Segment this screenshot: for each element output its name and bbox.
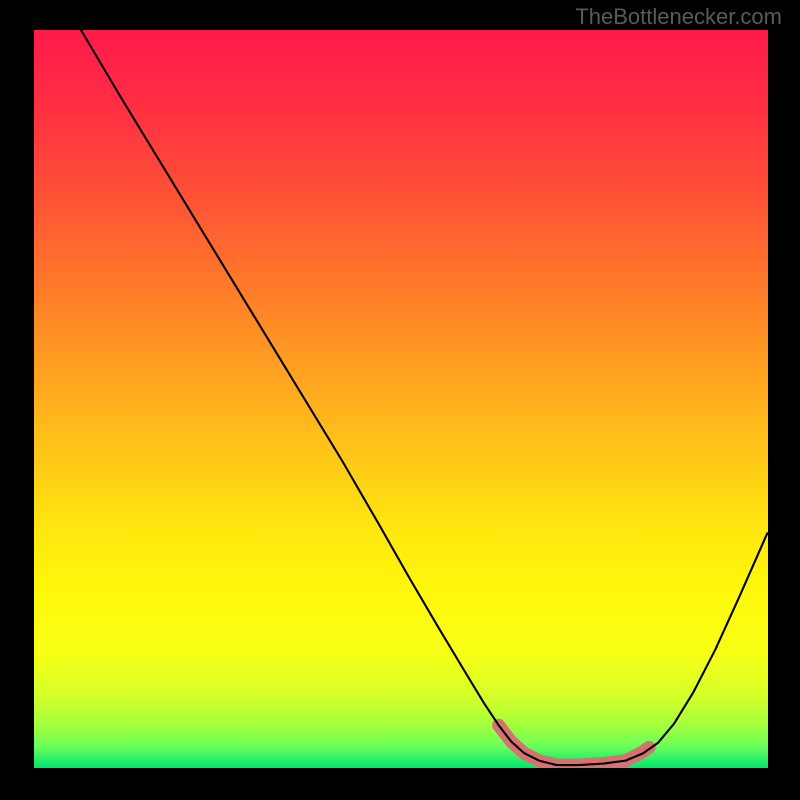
frame-mask (0, 30, 34, 768)
watermark-text: TheBottlenecker.com (575, 4, 782, 30)
chart-stage: TheBottlenecker.com (0, 0, 800, 800)
frame-mask (768, 30, 800, 768)
frame-mask (0, 768, 800, 800)
heat-gradient-panel (34, 30, 768, 768)
chart-svg (0, 0, 800, 800)
